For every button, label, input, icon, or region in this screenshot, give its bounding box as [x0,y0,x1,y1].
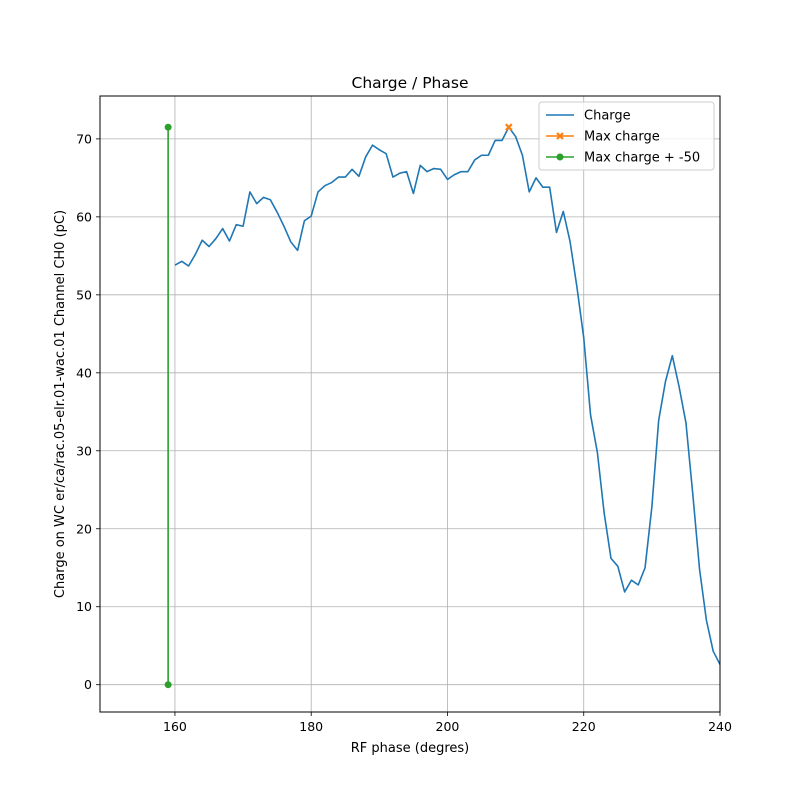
y-tick-label: 40 [76,365,92,380]
y-tick-label: 50 [76,287,92,302]
legend-marker-max-charge-50 [556,153,564,161]
x-tick-label: 240 [708,719,732,734]
grid-lines [100,96,721,712]
x-axis-label: RF phase (degres) [351,741,469,756]
plot-markers [164,123,513,689]
chart-title: Charge / Phase [352,74,469,92]
data-point-max-charge-50 [164,681,172,689]
data-point-max-charge [505,123,513,131]
plot-series [167,126,720,685]
axis-ticks: 160 180 200 220 240 0 10 20 30 40 50 60 70 [76,131,732,734]
legend-label-charge: Charge [584,109,631,124]
y-tick-label: 70 [76,131,92,146]
y-tick-label: 30 [76,443,92,458]
x-tick-label: 200 [436,719,460,734]
y-axis-label: Charge on WC er/ca/rac.05-elr.01-wac.01 … [53,210,68,598]
x-tick-label: 180 [299,719,323,734]
series-line-charge [174,126,720,665]
y-tick-label: 0 [84,677,92,692]
y-tick-label: 10 [76,599,92,614]
plot-frame [99,95,721,713]
y-tick-label: 60 [76,209,92,224]
x-tick-label: 160 [163,719,187,734]
legend-label-max-charge-50: Max charge + -50 [584,151,700,166]
legend-box [538,101,715,171]
legend-label-max-charge: Max charge [584,130,660,145]
legend: Charge Max charge Max charge + -50 [538,101,715,171]
x-tick-label: 220 [572,719,596,734]
legend-marker-max-charge [556,132,564,140]
y-tick-label: 20 [76,521,92,536]
data-point-max-charge-50 [164,123,172,131]
